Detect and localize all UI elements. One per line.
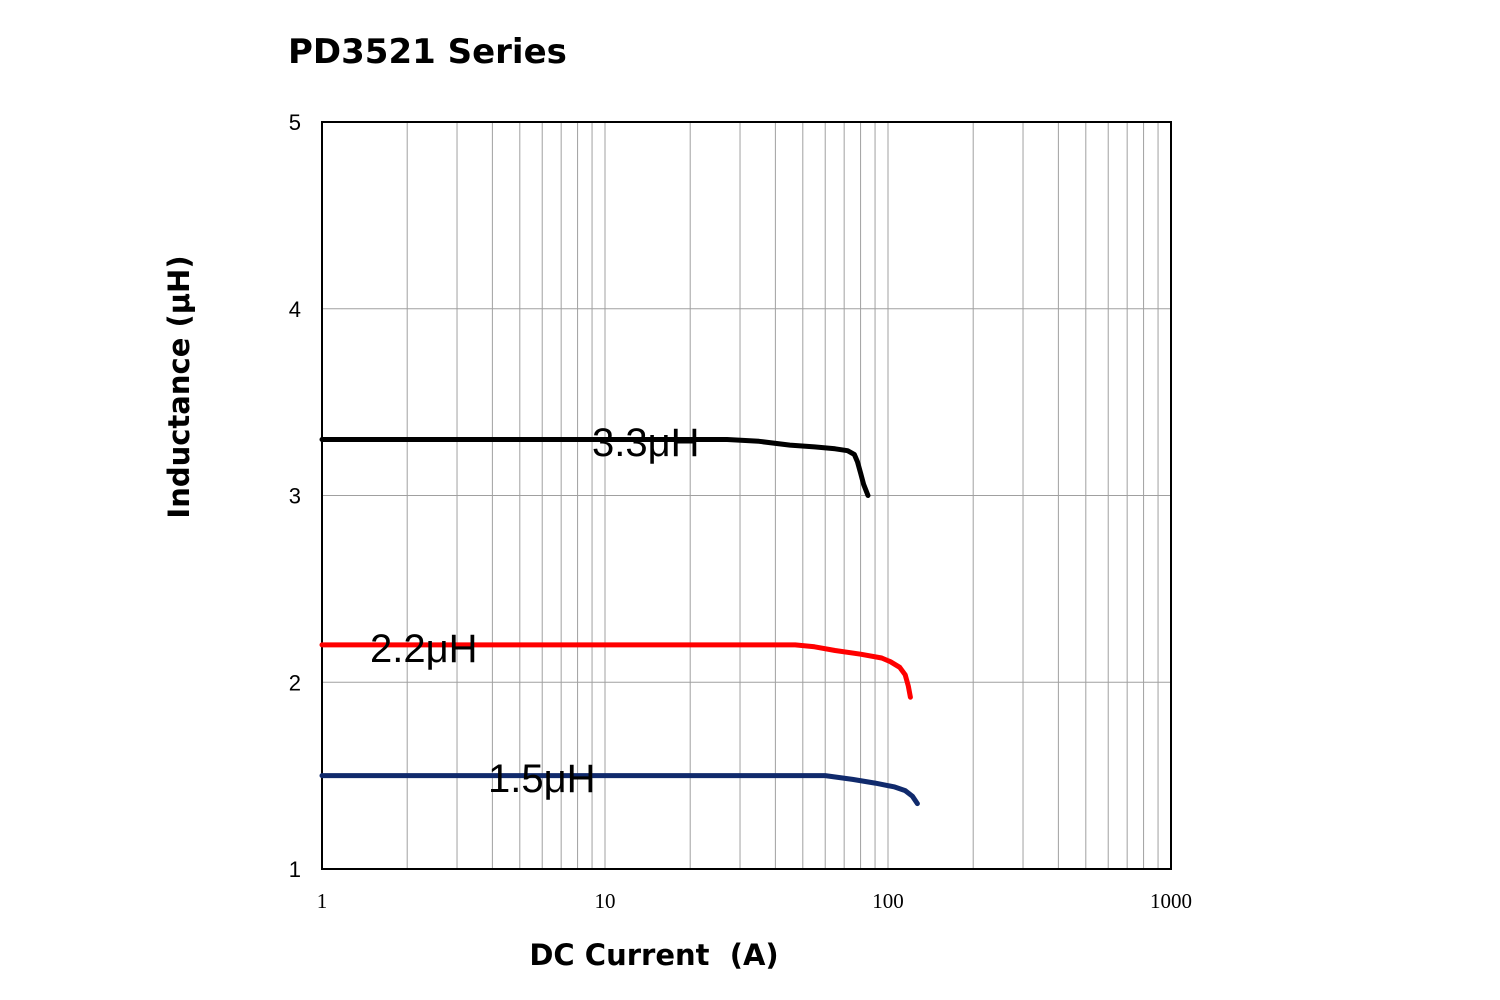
series-label-3-3uh: 3.3μH [592, 421, 700, 465]
x-axis-label: DC Current (A) [529, 938, 778, 972]
y-tick-label: 4 [289, 297, 301, 322]
series-line-1 [319, 642, 913, 700]
y-tick-label: 1 [289, 857, 301, 882]
x-tick-label: 100 [872, 889, 904, 913]
series-lines [319, 437, 920, 807]
y-tick-label: 2 [289, 670, 301, 695]
plot-frame [321, 121, 1172, 870]
y-tick-label: 5 [289, 110, 301, 135]
x-tick-label: 1000 [1150, 889, 1192, 913]
y-tick-labels: 1 2 3 4 5 [289, 110, 301, 882]
x-tick-label: 1 [317, 889, 328, 913]
series-label-1-5uh: 1.5μH [488, 757, 596, 801]
series-label-2-2uh: 2.2μH [370, 627, 478, 671]
x-tick-label: 10 [595, 889, 616, 913]
series-line-0 [319, 437, 871, 498]
x-tick-labels: 1 10 100 1000 [317, 889, 1192, 913]
y-axis-label: Inductance (μH) [162, 255, 196, 518]
chart-title: PD3521 Series [288, 32, 567, 72]
y-tick-label: 3 [289, 484, 301, 509]
grid-lines [322, 122, 1171, 869]
series-line-2 [319, 773, 920, 807]
